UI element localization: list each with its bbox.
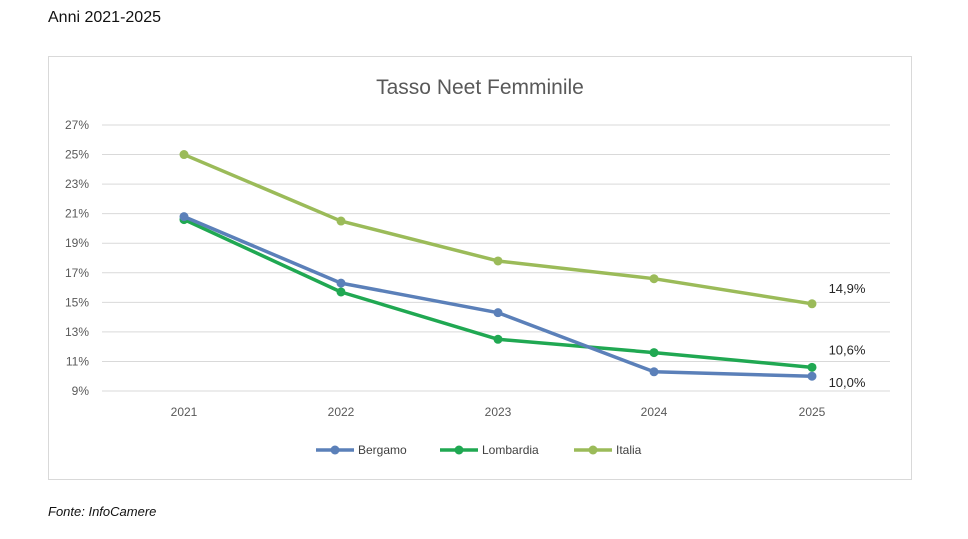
data-point [179,212,189,222]
series-line [183,217,813,370]
series-line [183,152,813,306]
legend-item-lombardia: Lombardia [440,443,539,457]
legend-marker [454,445,464,455]
data-point [336,287,346,297]
legend-item-bergamo: Bergamo [316,443,407,457]
series-italia [179,150,817,309]
y-tick-label: 15% [65,295,89,309]
data-point [493,256,503,266]
legend-marker [330,445,340,455]
source-note: Fonte: InfoCamere [48,504,157,519]
legend-label: Bergamo [358,443,407,457]
end-labels: 10,0% 10,6% 14,9% [829,281,866,390]
data-point [649,367,659,377]
x-tick-label: 2021 [171,405,198,419]
y-tick-label: 9% [72,384,90,398]
chart-frame [48,56,912,480]
x-tick-label: 2024 [641,405,668,419]
data-label: 14,9% [829,281,866,296]
data-label: 10,6% [829,342,866,357]
x-tick-label: 2022 [328,405,355,419]
y-tick-label: 17% [65,266,89,280]
x-tick-label: 2025 [799,405,826,419]
page-heading: Anni 2021-2025 [48,9,161,26]
data-point [493,308,503,318]
data-label: 10,0% [829,375,866,390]
y-tick-label: 11% [66,354,89,368]
data-point [807,299,817,309]
data-point [179,150,189,160]
data-point [649,274,659,284]
x-axis-ticks: 2021 2022 2023 2024 2025 [171,405,826,419]
y-tick-label: 27% [65,118,89,132]
data-point [336,278,346,288]
legend: Bergamo Lombardia Italia [316,443,642,457]
y-tick-label: 13% [65,325,89,339]
y-tick-label: 19% [65,236,89,250]
data-point [336,216,346,226]
series-line [183,215,813,378]
y-tick-label: 23% [65,177,89,191]
data-point [493,334,503,344]
series-lines [179,150,817,381]
data-point [807,371,817,381]
legend-label: Italia [616,443,642,457]
y-tick-label: 25% [65,148,89,162]
legend-item-italia: Italia [574,443,642,457]
data-point [807,362,817,372]
x-tick-label: 2023 [485,405,512,419]
legend-marker [588,445,598,455]
data-point [649,348,659,358]
chart-title: Tasso Neet Femminile [376,76,584,99]
series-bergamo [179,212,817,381]
series-lombardia [179,215,817,372]
legend-label: Lombardia [482,443,539,457]
y-tick-label: 21% [65,207,89,221]
y-axis-ticks: 27% 25% 23% 21% 19% 17% 15% 13% 11% 9% [65,118,89,398]
